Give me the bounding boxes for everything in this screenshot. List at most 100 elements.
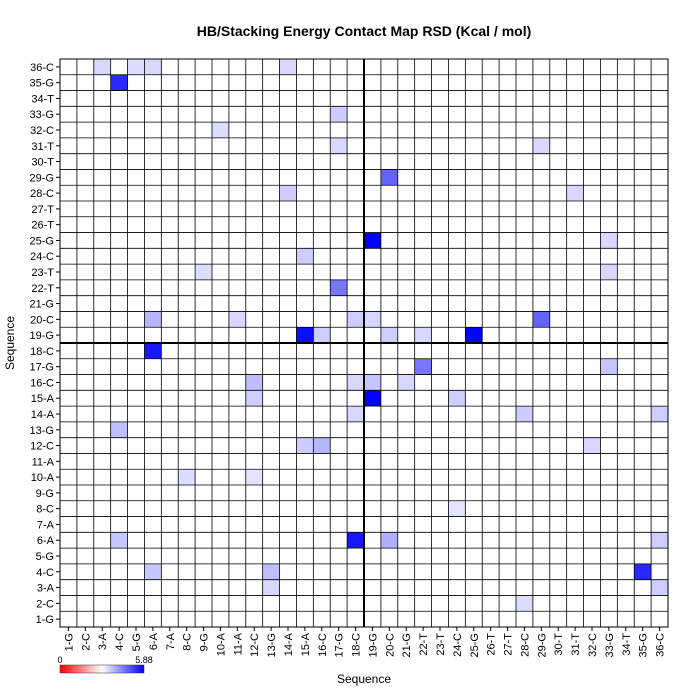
y-tick-label: 25-G bbox=[30, 235, 54, 247]
heatmap-cell bbox=[245, 390, 263, 407]
heatmap-cell bbox=[127, 59, 145, 75]
heatmap-cell bbox=[364, 311, 381, 328]
y-tick-label: 28-C bbox=[30, 188, 54, 200]
y-tick-label: 7-A bbox=[37, 519, 55, 531]
heatmap-cell bbox=[195, 264, 212, 280]
heatmap-cell bbox=[296, 437, 314, 454]
y-tick-label: 2-C bbox=[36, 598, 54, 610]
y-tick-label: 18-C bbox=[30, 346, 54, 358]
y-tick-label: 14-A bbox=[31, 409, 55, 421]
heatmap-cell bbox=[279, 59, 297, 75]
x-tick-label: 20-C bbox=[384, 633, 396, 657]
y-tick-label: 9-G bbox=[36, 488, 54, 500]
heatmap-cell bbox=[651, 406, 668, 422]
x-tick-label: 14-A bbox=[283, 632, 295, 656]
y-tick-label: 26-T bbox=[31, 220, 54, 232]
heatmap-cell bbox=[347, 406, 364, 422]
heatmap-cell bbox=[330, 137, 348, 154]
x-tick-label: 28-C bbox=[519, 633, 531, 657]
y-tick-label: 4-C bbox=[36, 567, 54, 579]
heatmap-cell bbox=[245, 374, 263, 391]
x-tick-label: 16-C bbox=[317, 633, 329, 657]
y-tick-label: 33-G bbox=[30, 109, 54, 121]
y-tick-label: 1-G bbox=[36, 614, 54, 626]
heatmap-cell bbox=[516, 406, 533, 422]
y-tick-label: 29-G bbox=[30, 172, 54, 184]
x-tick-label: 5-G bbox=[131, 633, 143, 651]
plot-frame bbox=[59, 58, 669, 628]
heatmap-cell bbox=[144, 311, 162, 328]
x-tick-label: 12-C bbox=[249, 633, 261, 657]
y-tick-label: 19-G bbox=[30, 330, 54, 342]
x-tick-label: 24-C bbox=[452, 633, 464, 657]
colorbar-gradient bbox=[59, 664, 145, 674]
x-tick-label: 11-A bbox=[232, 632, 244, 655]
heatmap-cell bbox=[600, 358, 618, 375]
y-tick-label: 32-C bbox=[30, 125, 54, 137]
x-tick-label: 32-C bbox=[587, 633, 599, 657]
heatmap-cell bbox=[110, 421, 128, 438]
heatmap-cell bbox=[532, 137, 550, 154]
heatmap-cell bbox=[347, 311, 364, 328]
heatmap-cell bbox=[600, 232, 618, 249]
heatmap-cell bbox=[651, 579, 668, 596]
y-tick-label: 3-A bbox=[37, 583, 55, 595]
x-tick-label: 30-T bbox=[553, 633, 565, 656]
chart-title: HB/Stacking Energy Contact Map RSD (Kcal… bbox=[197, 23, 532, 39]
colorbar: 0 5.88 bbox=[57, 655, 153, 674]
x-tick-label: 25-G bbox=[469, 633, 481, 657]
heatmap-cell bbox=[347, 532, 364, 549]
x-tick-label: 2-C bbox=[80, 633, 92, 651]
x-tick-label: 31-T bbox=[570, 633, 582, 656]
heatmap-cell bbox=[465, 327, 483, 343]
y-axis-label: Sequence bbox=[3, 316, 17, 370]
heatmap-cell bbox=[532, 311, 550, 328]
heatmap-cell bbox=[262, 579, 280, 596]
x-tick-label: 34-T bbox=[621, 633, 633, 656]
x-tick-label: 19-G bbox=[367, 633, 379, 657]
heatmap-cell bbox=[228, 311, 246, 328]
heatmap-cell bbox=[279, 185, 297, 201]
y-tick-label: 16-C bbox=[30, 377, 54, 389]
heatmap-cell bbox=[144, 59, 162, 75]
heatmap-cell bbox=[364, 374, 381, 391]
y-tick-label: 12-C bbox=[30, 441, 54, 453]
x-tick-label: 36-C bbox=[655, 633, 667, 657]
x-tick-label: 33-G bbox=[604, 633, 616, 657]
x-tick-label: 17-G bbox=[334, 633, 346, 657]
heatmap-cell bbox=[397, 374, 415, 391]
x-tick-label: 7-A bbox=[165, 632, 177, 650]
y-tick-label: 15-A bbox=[31, 393, 55, 405]
heatmap-cell bbox=[262, 563, 280, 580]
heatmap-cell bbox=[144, 563, 162, 580]
heatmap-cell bbox=[651, 532, 668, 549]
x-tick-label: 9-G bbox=[199, 633, 211, 651]
y-tick-label: 31-T bbox=[31, 141, 54, 153]
x-tick-label: 18-C bbox=[351, 633, 363, 657]
heatmap-cell bbox=[414, 327, 432, 343]
heatmap-cell bbox=[380, 532, 398, 549]
heatmap-cell bbox=[448, 390, 466, 407]
y-tick-label: 27-T bbox=[31, 204, 54, 216]
heatmap-cell bbox=[330, 279, 348, 296]
y-tick-label: 13-G bbox=[30, 425, 54, 437]
heatmap-cell bbox=[414, 358, 432, 375]
heatmap-cell bbox=[364, 232, 381, 249]
y-tick-labels: 1-G 2-C 3-A 4-C 5-G 6-A 7-A 8-C 9-G 10-A 11-A 12-C 1… bbox=[30, 62, 60, 626]
heatmap-cell bbox=[380, 169, 398, 186]
x-tick-label: 27-T bbox=[503, 633, 515, 656]
x-tick-label: 10-A bbox=[215, 632, 227, 656]
y-tick-label: 35-G bbox=[30, 78, 54, 90]
heatmap-cell bbox=[178, 469, 196, 485]
x-tick-label: 1-G bbox=[63, 633, 75, 651]
heatmap-cell bbox=[296, 248, 314, 265]
x-axis-label: Sequence bbox=[337, 672, 391, 686]
y-tick-label: 8-C bbox=[36, 504, 54, 516]
x-tick-label: 6-A bbox=[148, 632, 160, 650]
y-tick-label: 36-C bbox=[30, 62, 54, 74]
heatmap-cell bbox=[245, 469, 263, 485]
x-tick-label: 8-C bbox=[182, 633, 194, 651]
x-tick-label: 35-G bbox=[638, 633, 650, 657]
x-tick-label: 4-C bbox=[114, 633, 126, 651]
heatmap-cell bbox=[93, 59, 111, 75]
